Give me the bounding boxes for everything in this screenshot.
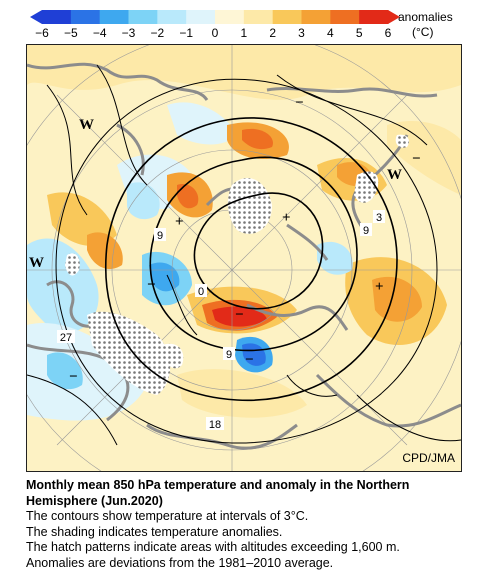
colorbar-unit: (°C) bbox=[412, 25, 433, 39]
wave-marker-1: W bbox=[79, 117, 94, 133]
colorbar-cell bbox=[359, 10, 388, 24]
caption-line-hatch: The hatch patterns indicate areas with a… bbox=[26, 540, 476, 556]
colorbar-tick-label: 3 bbox=[292, 26, 312, 40]
contour-label-18: 18 bbox=[209, 419, 221, 431]
contour-label-9c: 9 bbox=[363, 225, 369, 237]
colorbar-tick-label: −3 bbox=[119, 26, 139, 40]
colorbar-cell bbox=[273, 10, 302, 24]
wave-marker-3: W bbox=[387, 167, 402, 183]
colorbar-tick-label: 0 bbox=[205, 26, 225, 40]
colorbar-tick-label: −5 bbox=[61, 26, 81, 40]
low-marker-2: − bbox=[235, 307, 244, 323]
low-marker-4: − bbox=[295, 95, 304, 111]
colorbar-tick-label: −1 bbox=[176, 26, 196, 40]
colorbar-tick-label: 5 bbox=[349, 26, 369, 40]
figure-caption: Monthly mean 850 hPa temperature and ano… bbox=[26, 478, 476, 571]
colorbar-tick-label: −2 bbox=[147, 26, 167, 40]
colorbar-cell bbox=[244, 10, 273, 24]
colorbar-low-arrow bbox=[30, 10, 42, 24]
colorbar-tick-label: 6 bbox=[378, 26, 398, 40]
low-marker-3: − bbox=[69, 369, 78, 385]
colorbar-title: anomalies bbox=[398, 10, 453, 24]
colorbar-cell bbox=[42, 10, 71, 24]
colorbar-tick-label: −6 bbox=[32, 26, 52, 40]
colorbar-cell bbox=[186, 10, 215, 24]
caption-title: Monthly mean 850 hPa temperature and ano… bbox=[26, 478, 476, 509]
contour-label-0: 0 bbox=[198, 286, 204, 298]
map-svg: 9 0 9 27 9 18 3 + + + − − − − − − W W bbox=[27, 45, 461, 471]
colorbar-tick-label: −4 bbox=[90, 26, 110, 40]
contour-label-27: 27 bbox=[60, 332, 72, 344]
high-marker-3: + bbox=[375, 279, 384, 295]
low-marker-5: − bbox=[412, 151, 421, 167]
high-marker-2: + bbox=[175, 214, 184, 230]
anomaly-colorbar bbox=[30, 10, 400, 24]
colorbar-cell bbox=[302, 10, 331, 24]
colorbar-cell bbox=[100, 10, 129, 24]
caption-line-contours: The contours show temperature at interva… bbox=[26, 509, 476, 525]
wave-marker-2: W bbox=[29, 255, 44, 271]
credit-label: CPD/JMA bbox=[402, 451, 455, 465]
colorbar-tick-label: 4 bbox=[320, 26, 340, 40]
caption-line-shading: The shading indicates temperature anomal… bbox=[26, 525, 476, 541]
colorbar-cell bbox=[330, 10, 359, 24]
colorbar-cell bbox=[215, 10, 244, 24]
low-marker-1: − bbox=[147, 277, 156, 293]
high-marker-1: + bbox=[282, 210, 291, 226]
colorbar-tick-label: 2 bbox=[263, 26, 283, 40]
colorbar-cell bbox=[129, 10, 158, 24]
hemisphere-map: 9 0 9 27 9 18 3 + + + − − − − − − W W bbox=[26, 44, 462, 472]
low-marker-6: − bbox=[245, 352, 254, 368]
caption-line-anomalies: Anomalies are deviations from the 1981–2… bbox=[26, 556, 476, 571]
contour-label-9b: 9 bbox=[226, 349, 232, 361]
contour-label-3: 3 bbox=[376, 212, 382, 224]
colorbar-cell bbox=[71, 10, 100, 24]
contour-label-9a: 9 bbox=[157, 230, 163, 242]
colorbar-cell bbox=[157, 10, 186, 24]
colorbar-tick-label: 1 bbox=[234, 26, 254, 40]
